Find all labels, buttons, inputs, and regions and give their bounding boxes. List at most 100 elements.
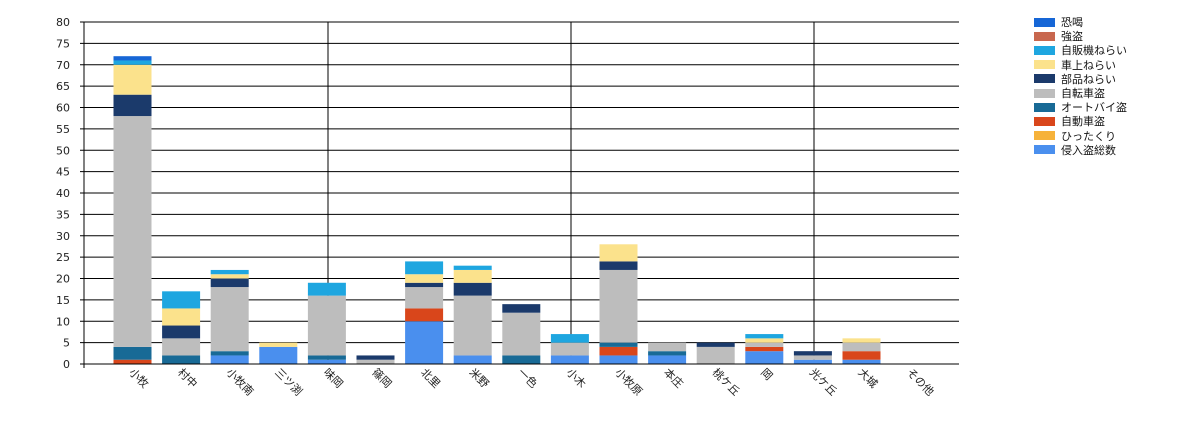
bar-segment [162,291,201,309]
bar-segment [648,342,687,352]
axes [80,21,959,368]
bar-segment [210,287,249,352]
bar-segment [453,269,492,283]
bar-segment [113,94,152,117]
y-tick-label: 0 [63,358,70,371]
legend-label: 自販機ねらい [1061,44,1127,58]
bar-segment [210,269,249,275]
legend-label: 強盗 [1061,30,1083,44]
bar-segment [745,338,784,343]
y-tick-label: 60 [56,102,70,115]
legend-label: 恐喝 [1061,16,1083,30]
bar-segment [599,269,638,343]
x-tick-label: 小木 [564,366,589,391]
legend-item: 自販機ねらい [1034,43,1127,57]
legend-item: オートバイ盗 [1034,100,1127,114]
bar-segment [162,308,201,326]
x-tick-label: 本庄 [661,365,686,390]
y-tick-label: 40 [56,187,70,200]
bar-segment [307,359,346,364]
bar-segment [550,355,589,364]
legend-label: 侵入盗総数 [1061,143,1116,157]
x-tick-label: 一色 [515,365,540,390]
legend-swatch [1034,145,1055,155]
bar-segment [113,56,152,61]
bar-segment [307,295,346,356]
bar-segment [210,355,249,364]
bar-segment [405,261,444,275]
bar-segment [745,351,784,364]
y-tick-label: 55 [56,123,70,136]
bar-segment [599,342,638,347]
y-tick-label: 30 [56,230,70,243]
bar-segment [405,282,444,288]
y-tick-label: 70 [56,59,70,72]
legend-swatch [1034,88,1055,98]
legend-label: 部品ねらい [1061,72,1116,86]
x-tick-label: 三ツ渕 [272,365,305,398]
x-tick-label: 村中 [175,365,200,390]
y-tick-label: 5 [63,337,70,350]
legend-item: 車上ねらい [1034,58,1127,72]
bar-segment [842,342,881,352]
bar-segment [113,60,152,65]
legend-label: 車上ねらい [1061,58,1116,72]
bar-segment [405,274,444,283]
bar-segment [696,346,735,364]
x-tick-label: その他 [904,366,937,399]
bar-segment [307,282,346,296]
x-tick-label: 大城 [855,365,880,390]
y-tick-label: 10 [56,315,70,328]
bar-segment [356,359,395,364]
legend-item: 恐喝 [1034,15,1127,29]
bar-segment [502,312,541,356]
bar-segment [210,274,249,279]
y-tick-label: 50 [56,144,70,157]
bar-segment [453,265,492,270]
legend-label: ひったくり [1061,129,1116,143]
bar-segment [648,355,687,364]
bar-segment [259,346,298,364]
x-tick-label: 桃ケ丘 [710,365,743,398]
legend-label: オートバイ盗 [1061,101,1127,115]
gridlines [84,21,959,364]
bar-segment [453,295,492,356]
y-tick-label: 75 [56,37,70,50]
bar-segment [745,342,784,347]
bar-segment [405,308,444,322]
legend-label: 自動車盗 [1061,115,1105,129]
bar-segment [550,342,589,356]
bar-segment [162,325,201,339]
bar-segment [793,359,832,364]
y-tick-label: 35 [56,208,70,221]
y-tick-label: 20 [56,273,70,286]
y-tick-label: 80 [56,16,70,29]
legend-swatch [1034,60,1055,70]
bar-segment [696,342,735,347]
bar-segment [793,355,832,360]
legend-swatch [1034,116,1055,126]
bar-segment [502,355,541,364]
chart-legend: 恐喝 強盗 自販機ねらい 車上ねらい 部品ねらい 自転車盗 オートバイ盗 自動車盗 ひったくり侵… [1034,15,1127,157]
bar-segment [405,287,444,309]
x-tick-label: 小牧 [126,365,151,390]
bar-segment [599,355,638,364]
x-tick-label: 米野 [467,366,492,391]
bar-segment [259,342,298,347]
bar-segment [113,64,152,95]
bar-segment [405,321,444,364]
bar-segment [113,359,152,364]
bar-segment [210,278,249,288]
legend-item: 侵入盗総数 [1034,143,1127,157]
legend-item: 強盗 [1034,29,1127,43]
bar-segment [842,351,881,360]
legend-swatch [1034,45,1055,55]
x-tick-label: 小牧南 [224,365,257,398]
bar-segment [745,334,784,339]
y-tick-label: 65 [56,80,70,93]
bar-segment [550,334,589,343]
y-tick-label: 25 [56,251,70,264]
bar-segment [599,346,638,356]
legend-swatch [1034,31,1055,41]
